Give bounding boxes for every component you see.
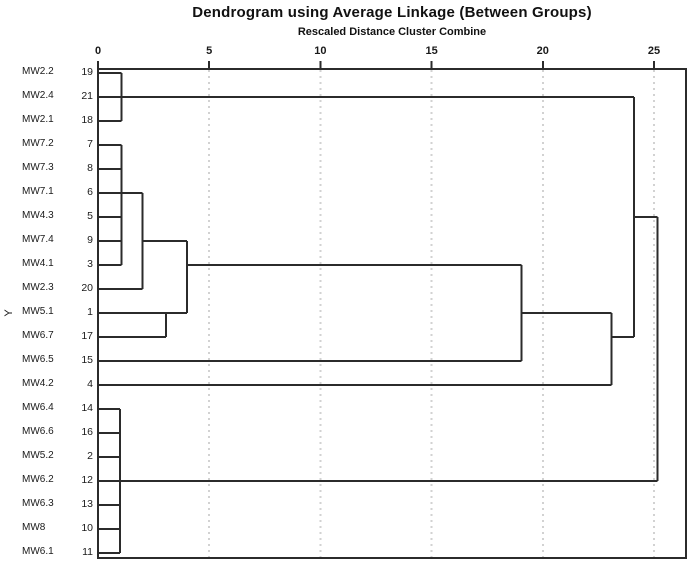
case-label: MW6.7 <box>22 330 54 341</box>
case-number: 8 <box>87 162 93 174</box>
case-number: 7 <box>87 138 93 150</box>
case-number: 14 <box>81 402 93 414</box>
case-label: MW5.1 <box>22 306 54 317</box>
case-label: MW2.3 <box>22 282 54 293</box>
case-number: 2 <box>87 450 93 462</box>
case-number: 6 <box>87 186 93 198</box>
case-label: MW6.4 <box>22 402 54 413</box>
case-label: MW6.1 <box>22 546 54 557</box>
x-tick-label: 25 <box>647 45 661 57</box>
case-label: MW6.3 <box>22 498 54 509</box>
x-tick-label: 0 <box>94 45 102 57</box>
case-label: MW8 <box>22 522 46 533</box>
case-number: 20 <box>81 282 93 294</box>
case-number: 11 <box>82 546 93 558</box>
case-label: MW7.2 <box>22 138 54 149</box>
x-tick-label: 20 <box>536 45 549 57</box>
case-number: 10 <box>81 522 93 534</box>
case-label: MW7.3 <box>22 162 54 173</box>
chart-subtitle: Rescaled Distance Cluster Combine <box>297 26 487 38</box>
case-number: 13 <box>81 498 93 510</box>
case-number: 15 <box>81 354 93 366</box>
case-number: 9 <box>87 234 93 246</box>
case-number: 16 <box>81 426 93 438</box>
case-label: MW2.1 <box>22 114 54 125</box>
case-label: MW5.2 <box>22 450 54 461</box>
case-label: MW4.2 <box>22 378 54 389</box>
x-tick-label: 15 <box>425 45 438 57</box>
case-number: 4 <box>87 378 93 390</box>
y-axis-label: Y <box>3 309 15 317</box>
case-number: 17 <box>81 330 93 342</box>
case-label: MW2.4 <box>22 90 54 101</box>
case-number: 3 <box>87 258 93 270</box>
case-number: 21 <box>81 90 93 102</box>
case-label: MW2.2 <box>22 66 54 77</box>
case-label: MW6.6 <box>22 426 54 437</box>
case-label: MW7.1 <box>22 186 54 197</box>
case-number: 12 <box>81 474 93 486</box>
case-label: MW7.4 <box>22 234 54 245</box>
case-label: MW4.1 <box>22 258 54 269</box>
case-label: MW6.5 <box>22 354 54 365</box>
x-tick-label: 5 <box>206 45 213 57</box>
case-label: MW4.3 <box>22 210 54 221</box>
case-number: 5 <box>87 210 93 222</box>
chart-title: Dendrogram using Average Linkage (Betwee… <box>192 4 592 21</box>
x-tick-label: 10 <box>314 45 327 57</box>
case-label: MW6.2 <box>22 474 54 485</box>
case-number: 18 <box>81 114 93 126</box>
case-number: 1 <box>87 306 93 318</box>
case-number: 19 <box>81 66 93 78</box>
